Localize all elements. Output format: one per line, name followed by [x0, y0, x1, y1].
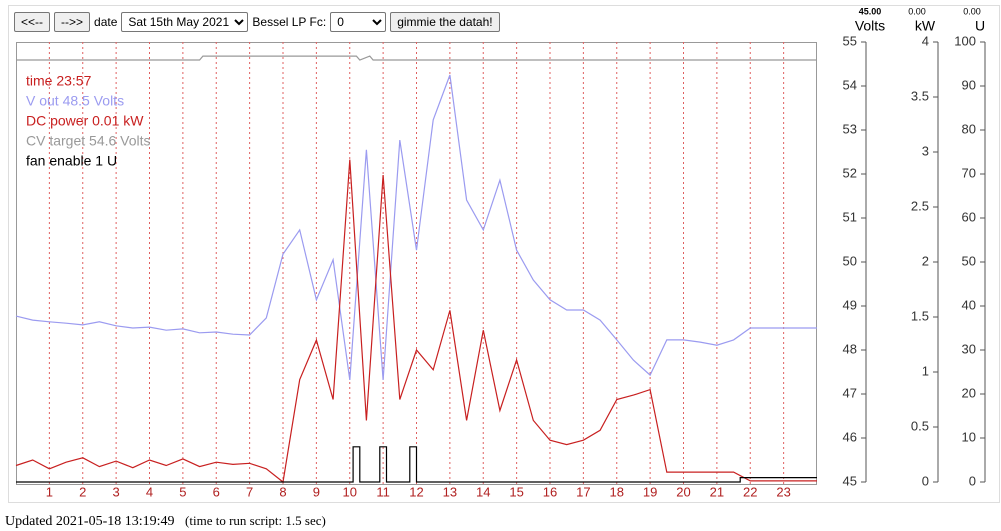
y-tick-label: 55: [843, 33, 857, 48]
y-tick-label: 2.5: [911, 198, 929, 213]
runtime: (time to run script: 1.5 sec): [185, 513, 326, 528]
y-tick-label: 3.5: [911, 88, 929, 103]
updated: Updated 2021-05-18 13:19:49: [5, 514, 175, 529]
x-tick-label: 3: [113, 484, 120, 499]
x-tick-label: 1: [46, 484, 53, 499]
x-tick-label: 6: [213, 484, 220, 499]
x-tick-label: 13: [443, 484, 457, 499]
y-tick-label: 48: [843, 341, 857, 356]
y-tick-label: 10: [962, 429, 976, 444]
axis-readout: 45.00: [859, 6, 882, 16]
x-tick-label: 12: [409, 484, 423, 499]
series-line: [15, 159, 817, 484]
x-tick-label: 19: [643, 484, 657, 499]
y-tick-label: 50: [962, 253, 976, 268]
y-tick-label: 51: [843, 209, 857, 224]
legend-entry: fan enable 1 U: [26, 153, 117, 169]
y-tick-label: 50: [843, 253, 857, 268]
date-select[interactable]: Sat 15th May 2021: [121, 12, 249, 32]
next-button[interactable]: -->>: [54, 12, 91, 32]
x-tick-label: 9: [313, 484, 320, 499]
x-tick-label: 4: [146, 484, 153, 499]
x-tick-label: 22: [743, 484, 757, 499]
x-tick-label: 23: [776, 484, 790, 499]
x-tick-label: 15: [509, 484, 523, 499]
controls: <<-- -->> date Sat 15th May 2021 Bessel …: [14, 12, 500, 32]
axis-readout: 0.00: [908, 6, 926, 16]
x-tick-label: 7: [246, 484, 253, 499]
x-tick-label: 2: [79, 484, 86, 499]
series-line: [16, 55, 817, 61]
axis-readout: 0.00: [963, 6, 981, 16]
y-tick-label: 3: [922, 143, 929, 158]
y-tick-label: 4: [922, 33, 929, 48]
x-tick-label: 11: [376, 484, 390, 499]
y-tick-label: 0: [969, 473, 976, 488]
legend-entry: DC power 0.01 kW: [26, 113, 144, 129]
y-tick-label: 54: [843, 77, 857, 92]
x-tick-label: 10: [343, 484, 357, 499]
y-tick-label: 70: [962, 165, 976, 180]
x-tick-label: 8: [279, 484, 286, 499]
y-tick-label: 47: [843, 385, 857, 400]
y-tick-label: 53: [843, 121, 857, 136]
y-tick-label: 80: [962, 121, 976, 136]
y-tick-label: 100: [954, 33, 976, 48]
x-tick-label: 5: [179, 484, 186, 499]
y-tick-label: 90: [962, 77, 976, 92]
filter-select[interactable]: 0: [330, 12, 387, 32]
axis-title: U: [975, 18, 985, 34]
y-tick-label: 2: [922, 253, 929, 268]
series-line: [16, 446, 817, 483]
legend-entry: CV target 54.6 Volts: [26, 133, 151, 149]
y-tick-label: 52: [843, 165, 857, 180]
date-label: date: [94, 15, 118, 29]
chart-border: [8, 5, 1000, 503]
y-tick-label: 40: [962, 297, 976, 312]
x-tick-label: 18: [610, 484, 624, 499]
submit-button[interactable]: gimmie the datah!: [390, 12, 500, 32]
axis-title: kW: [915, 18, 936, 34]
y-tick-label: 0.5: [911, 418, 929, 433]
y-tick-label: 20: [962, 385, 976, 400]
x-tick-label: 14: [476, 484, 490, 499]
y-tick-label: 30: [962, 341, 976, 356]
chart: 1 2 3 4 5 6 7 8 9 10 11 12 13 14 15 16 17 18 19 20 21 22 2345.…: [8, 5, 1000, 503]
y-tick-label: 49: [843, 297, 857, 312]
filter-label: Bessel LP Fc:: [252, 15, 327, 29]
readout-time: time 23:57: [26, 73, 92, 89]
prev-button[interactable]: <<--: [14, 12, 51, 32]
axis-title: Volts: [855, 18, 885, 34]
y-tick-label: 46: [843, 429, 857, 444]
x-tick-label: 21: [710, 484, 724, 499]
series-line: [15, 74, 817, 380]
x-tick-label: 20: [676, 484, 690, 499]
footer: Updated 2021-05-18 13:19:49 (time to run…: [5, 513, 326, 530]
y-tick-label: 60: [962, 209, 976, 224]
y-tick-label: 1: [922, 363, 929, 378]
x-tick-label: 16: [543, 484, 557, 499]
x-tick-label: 17: [576, 484, 590, 499]
y-tick-label: 45: [843, 473, 857, 488]
y-tick-label: 0: [922, 473, 929, 488]
y-tick-label: 1.5: [911, 308, 929, 323]
legend-entry: V out 48.5 Volts: [26, 93, 124, 109]
